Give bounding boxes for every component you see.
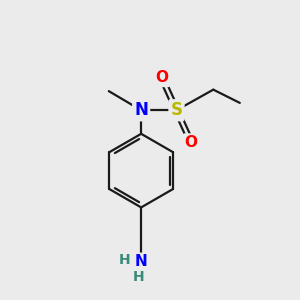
Text: H: H <box>119 254 131 267</box>
Text: N: N <box>135 254 148 269</box>
Text: S: S <box>170 101 182 119</box>
Text: O: O <box>185 135 198 150</box>
Text: N: N <box>134 101 148 119</box>
Text: O: O <box>155 70 168 86</box>
Text: H: H <box>133 270 145 284</box>
